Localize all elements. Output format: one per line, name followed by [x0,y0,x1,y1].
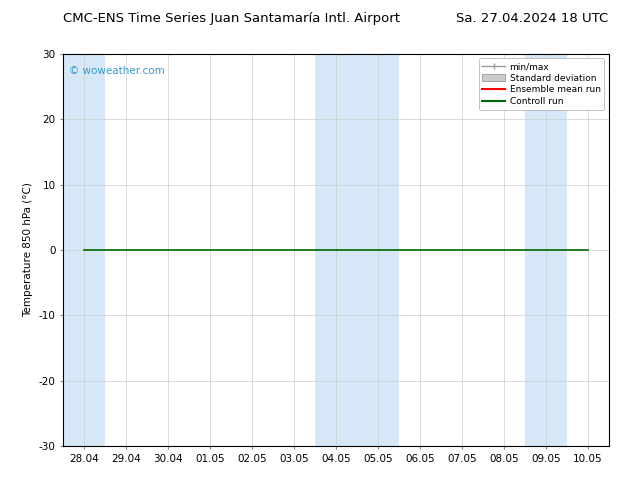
Text: CMC-ENS Time Series Juan Santamaría Intl. Airport: CMC-ENS Time Series Juan Santamaría Intl… [63,12,401,25]
Bar [525,54,567,446]
Bar [63,54,105,446]
Text: Sa. 27.04.2024 18 UTC: Sa. 27.04.2024 18 UTC [456,12,609,25]
Text: © woweather.com: © woweather.com [69,66,165,75]
Bar [315,54,399,446]
Y-axis label: Temperature 850 hPa (°C): Temperature 850 hPa (°C) [23,182,34,318]
Legend: min/max, Standard deviation, Ensemble mean run, Controll run: min/max, Standard deviation, Ensemble me… [479,58,604,110]
